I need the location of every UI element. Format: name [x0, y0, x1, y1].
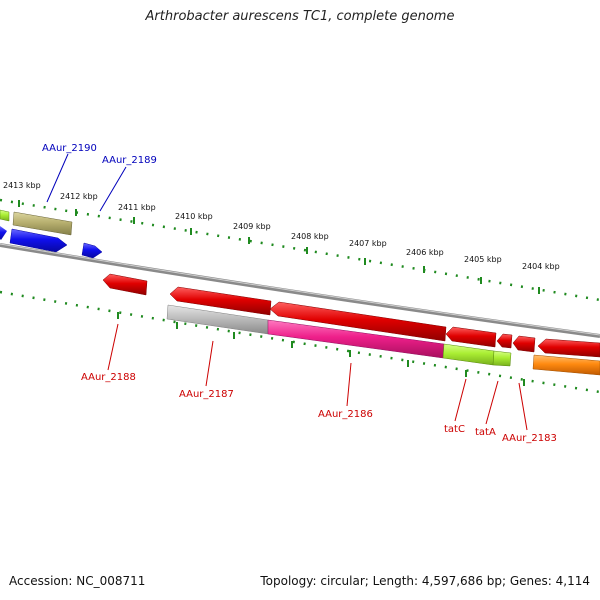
gene-forward-blue-small — [81, 242, 103, 259]
kbp-label-2409: 2409 kbp — [233, 222, 271, 231]
connector-aaur-2187 — [205, 340, 214, 387]
gene-tatc — [442, 343, 495, 366]
label-aaur-2187: AAur_2187 — [179, 389, 234, 400]
accession-text: Accession: NC_008711 — [9, 574, 146, 588]
gene-forward-blue-edge — [0, 226, 7, 240]
label-aaur-2190: AAur_2190 — [42, 143, 97, 154]
label-aaur-2183: AAur_2183 — [502, 433, 557, 444]
connector-tata — [485, 380, 499, 425]
kbp-label-2406: 2406 kbp — [406, 248, 444, 257]
gene-aaur-2189 — [9, 228, 68, 253]
label-aaur-2189: AAur_2189 — [102, 155, 157, 166]
label-tatc: tatC — [444, 424, 465, 435]
kbp-label-2410: 2410 kbp — [175, 212, 213, 221]
label-aaur-2188: AAur_2188 — [81, 372, 136, 383]
gene-aaur-2183-small — [512, 335, 536, 353]
label-aaur-2186: AAur_2186 — [318, 409, 373, 420]
gene-aaur-2183 — [532, 354, 600, 376]
forward-tick-track — [0, 198, 600, 302]
connector-aaur-2186 — [346, 362, 352, 407]
label-tata: tatA — [475, 427, 496, 438]
map-title: Arthrobacter aurescens TC1, complete gen… — [145, 9, 455, 24]
forward-major-ticks — [18, 200, 540, 294]
gene-tatc-cds — [445, 326, 497, 348]
kbp-label-2404: 2404 kbp — [522, 262, 560, 271]
reverse-major-ticks — [117, 312, 525, 386]
gene-forward-lime-edge — [0, 209, 10, 222]
connector-aaur-2183 — [518, 382, 528, 431]
connector-aaur-2189 — [99, 166, 127, 212]
gene-aaur-2183-cds — [537, 338, 600, 358]
kbp-label-2413: 2413 kbp — [3, 181, 41, 190]
gene-tata-cds — [496, 333, 513, 349]
kbp-label-2408: 2408 kbp — [291, 232, 329, 241]
gene-tata — [492, 350, 512, 367]
genome-backbone-highlight — [0, 243, 600, 336]
gene-aaur-2187-cds — [169, 286, 272, 316]
gene-aaur-2188 — [102, 273, 148, 296]
gene-aaur-2186-cds — [269, 301, 447, 342]
connector-tatc — [454, 378, 467, 422]
kbp-label-2412: 2412 kbp — [60, 192, 98, 201]
kbp-label-2407: 2407 kbp — [349, 239, 387, 248]
genome-stats-text: Topology: circular; Length: 4,597,686 bp… — [260, 574, 590, 588]
gene-aaur-2190 — [12, 211, 73, 236]
kbp-label-2411: 2411 kbp — [118, 203, 156, 212]
connector-aaur-2188 — [107, 323, 119, 371]
connector-aaur-2190 — [46, 153, 69, 203]
genome-backbone — [0, 243, 600, 338]
kbp-label-2405: 2405 kbp — [464, 255, 502, 264]
